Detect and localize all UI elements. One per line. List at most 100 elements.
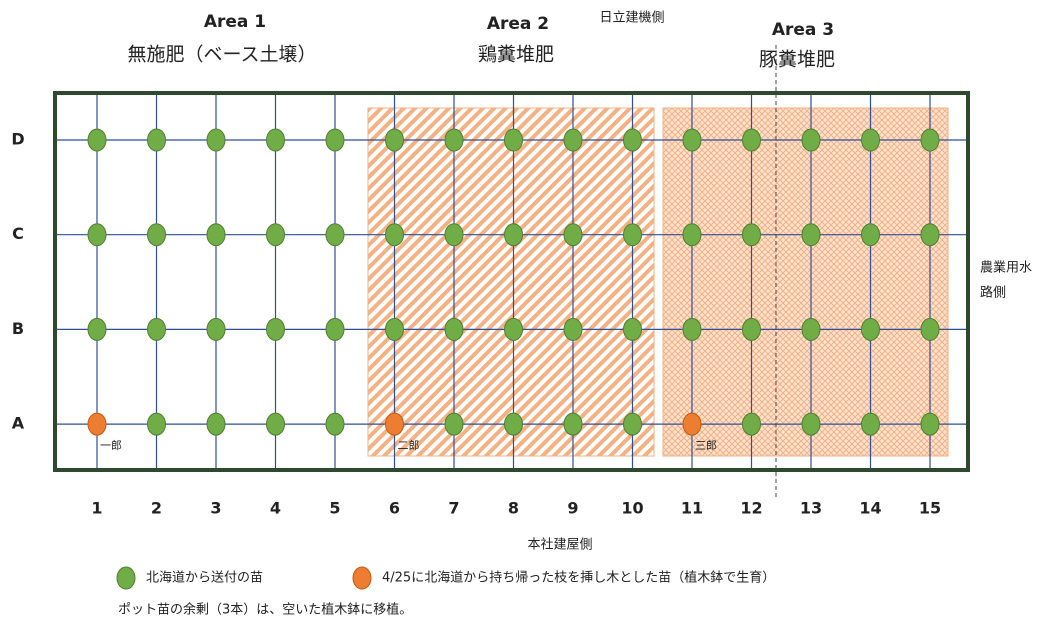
plant — [801, 412, 821, 436]
area-title: Area 1 — [204, 12, 266, 32]
column-label: 4 — [270, 499, 281, 518]
column-label: 5 — [329, 499, 340, 518]
legend-green — [116, 566, 136, 590]
plant — [682, 128, 702, 152]
column-label: 3 — [210, 499, 221, 518]
row-label: C — [12, 224, 24, 243]
area-subtitle: 豚糞堆肥 — [759, 49, 835, 71]
column-label: 15 — [919, 499, 941, 518]
legend-text: 4/25に北海道から持ち帰った枝を挿し木とした苗（植木鉢で生育） — [382, 570, 775, 586]
legend-text: 北海道から送付の苗 — [146, 571, 263, 586]
plant — [563, 412, 583, 436]
plant — [87, 317, 107, 341]
plant — [742, 128, 761, 152]
side-label: 路側 — [980, 285, 1006, 301]
plant — [444, 412, 464, 436]
cutting-plant — [87, 412, 107, 436]
column-label: 2 — [151, 499, 162, 518]
plant — [444, 128, 464, 152]
plant — [563, 317, 583, 341]
cutting-plant — [385, 412, 404, 436]
plant — [623, 412, 642, 436]
plant — [325, 128, 345, 152]
column-label: 14 — [859, 499, 881, 518]
plant — [920, 412, 940, 436]
plant — [861, 412, 880, 436]
column-label: 12 — [740, 499, 762, 518]
plant — [206, 128, 226, 152]
plant — [682, 223, 702, 247]
legend-orange — [352, 566, 372, 590]
plant — [206, 223, 226, 247]
plant — [920, 223, 940, 247]
plant — [623, 128, 642, 152]
plant — [504, 128, 523, 152]
plant — [266, 223, 285, 247]
plant — [623, 223, 642, 247]
plant — [266, 317, 285, 341]
plant — [801, 223, 821, 247]
plant — [87, 223, 107, 247]
plant — [325, 412, 345, 436]
plant — [801, 128, 821, 152]
area-subtitle: 無施肥（ベース土壌） — [127, 44, 316, 66]
plant — [206, 317, 226, 341]
plant-name: 三郎 — [695, 438, 717, 452]
row-label: A — [12, 414, 25, 433]
side-label: 日立建機側 — [599, 11, 664, 26]
area-title: Area 3 — [772, 20, 834, 40]
plant — [147, 128, 166, 152]
area-3-zone — [662, 107, 949, 457]
plant — [861, 128, 880, 152]
plant — [147, 317, 166, 341]
area-2-zone — [367, 107, 655, 457]
plant — [504, 412, 523, 436]
plant — [920, 128, 940, 152]
plant — [266, 412, 285, 436]
row-label: B — [12, 319, 24, 338]
plant — [563, 223, 583, 247]
plant — [385, 223, 404, 247]
row-label: D — [11, 130, 24, 149]
plant — [504, 317, 523, 341]
plant — [147, 223, 166, 247]
column-label: 8 — [508, 499, 519, 518]
plant — [385, 317, 404, 341]
column-label: 7 — [448, 499, 459, 518]
plant — [861, 223, 880, 247]
plant — [742, 412, 761, 436]
plant — [861, 317, 880, 341]
plant — [504, 223, 523, 247]
area-subtitle: 鶏糞堆肥 — [478, 44, 554, 66]
plant-name: 二郎 — [398, 438, 420, 452]
plant-name: 一郎 — [100, 438, 122, 452]
plant — [563, 128, 583, 152]
plant — [623, 317, 642, 341]
plant — [147, 412, 166, 436]
plant — [325, 223, 345, 247]
area-title: Area 2 — [487, 14, 549, 34]
field-border — [53, 91, 970, 472]
column-label: 11 — [681, 499, 703, 518]
cutting-plant — [682, 412, 702, 436]
note: ポット苗の余剰（3本）は、空いた植木鉢に移植。 — [118, 602, 412, 618]
side-label: 本社建屋側 — [527, 537, 592, 553]
column-label: 10 — [621, 499, 643, 518]
plant — [87, 128, 107, 152]
plant — [920, 317, 940, 341]
plant — [444, 317, 464, 341]
plant — [206, 412, 226, 436]
plant — [682, 317, 702, 341]
side-label: 農業用水 — [980, 260, 1032, 276]
plant — [325, 317, 345, 341]
plant — [801, 317, 821, 341]
plant — [742, 317, 761, 341]
column-label: 6 — [389, 499, 400, 518]
column-label: 1 — [91, 499, 102, 518]
column-label: 9 — [567, 499, 578, 518]
plant — [742, 223, 761, 247]
plant — [444, 223, 464, 247]
plant — [266, 128, 285, 152]
column-label: 13 — [800, 499, 822, 518]
